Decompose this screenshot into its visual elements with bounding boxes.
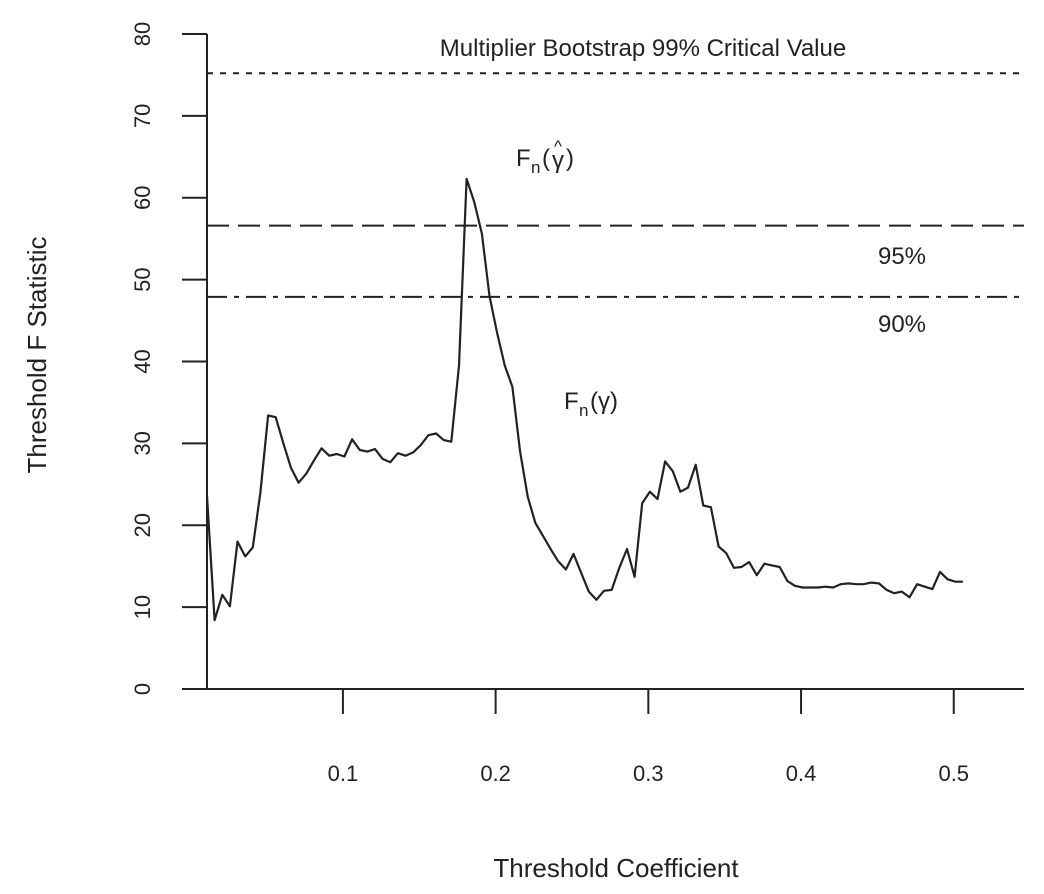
y-tick-label: 80 [130, 22, 155, 46]
x-ticks: 0.1 0.2 0.3 0.4 0.5 [328, 689, 969, 786]
y-tick-label: 0 [130, 683, 155, 695]
reference-lines [207, 72, 1024, 298]
peak-annotation: F n ( ^ γ ) [516, 137, 574, 177]
x-axis-title: Threshold Coefficient [493, 853, 739, 883]
f-statistic-line [205, 177, 963, 622]
x-tick-label: 0.1 [328, 761, 359, 786]
y-tick-label: 10 [130, 595, 155, 619]
peak-label-sub: n [531, 158, 540, 177]
label-90-percent: 90% [878, 311, 926, 338]
peak-label-gamma: γ [552, 147, 564, 174]
y-tick-label: 20 [130, 513, 155, 537]
y-tick-label: 30 [130, 431, 155, 455]
peak-label-hat: ^ [554, 137, 562, 156]
y-tick-label: 50 [130, 267, 155, 291]
peak-label-f: F [516, 145, 531, 172]
label-95-percent: 95% [878, 243, 926, 270]
x-tick-label: 0.5 [938, 761, 969, 786]
critical-value-label: Multiplier Bootstrap 99% Critical Value [440, 35, 846, 62]
x-tick-label: 0.3 [633, 761, 664, 786]
y-ticks: 0 10 20 30 40 50 60 70 80 [130, 22, 207, 695]
y-tick-label: 40 [130, 349, 155, 373]
curve-label-f: F [564, 388, 579, 415]
x-tick-label: 0.2 [480, 761, 511, 786]
x-tick-label: 0.4 [786, 761, 817, 786]
curve-annotation: F n (γ) [564, 388, 618, 420]
curve-label-sub: n [579, 401, 588, 420]
peak-label-open-paren: ( [542, 145, 550, 172]
y-tick-label: 70 [130, 104, 155, 128]
curve-label-arg: (γ) [590, 388, 618, 415]
y-tick-label: 60 [130, 186, 155, 210]
y-axis-title: Threshold F Statistic [22, 237, 52, 474]
peak-label-close-paren: ) [566, 145, 574, 172]
